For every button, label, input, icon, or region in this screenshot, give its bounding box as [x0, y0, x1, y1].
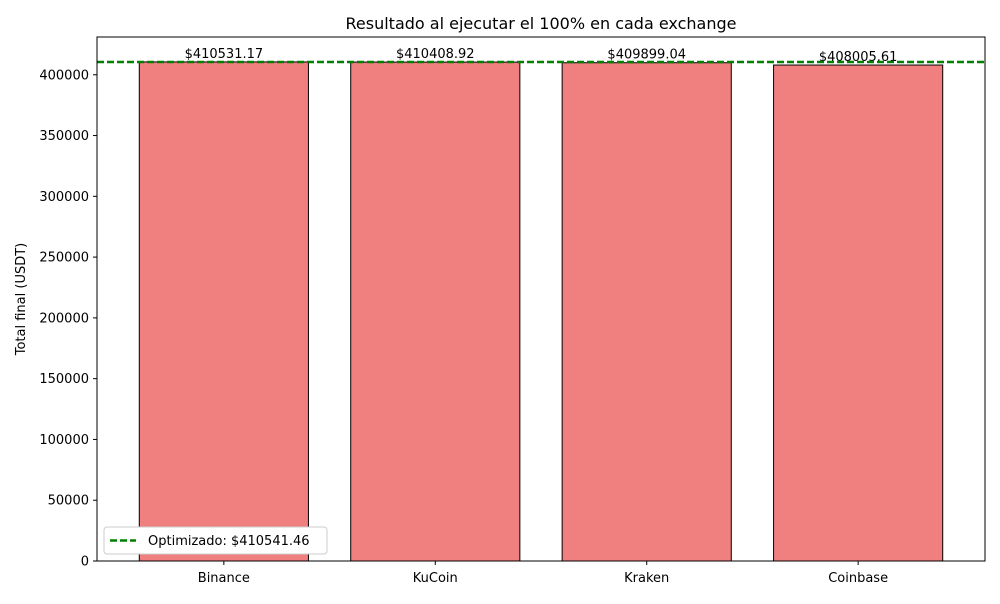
y-tick-label: 300000 [39, 190, 89, 205]
plot-frame [96, 36, 986, 562]
x-tick-label: Coinbase [828, 571, 888, 586]
x-tick-label: KuCoin [413, 571, 458, 586]
x-tick-label: Kraken [624, 571, 669, 586]
y-axis-ticks: 0 50000 100000 150000 200000 250000 300000 3500… [39, 68, 97, 570]
x-axis-ticks: Binance KuCoin Kraken Coinbase [198, 561, 888, 586]
y-tick-label: 400000 [39, 68, 89, 83]
legend-label: Optimizado: $410541.46 [148, 534, 310, 549]
y-tick-label: 350000 [39, 129, 89, 144]
bars-layer [138, 61, 944, 562]
y-tick-label: 150000 [39, 372, 89, 387]
y-tick-label: 200000 [39, 311, 89, 326]
y-tick-label: 100000 [39, 433, 89, 448]
bar-kraken [561, 62, 732, 562]
chart-title: Resultado al ejecutar el 100% en cada ex… [346, 14, 737, 33]
bar-kucoin [350, 61, 521, 562]
x-tick-label: Binance [198, 571, 250, 586]
y-tick-label: 50000 [48, 494, 89, 509]
bar-value-label: $410531.17 [185, 47, 264, 62]
bar-coinbase [773, 64, 944, 562]
legend: Optimizado: $410541.46 [103, 526, 328, 555]
bar-value-label: $410408.92 [396, 47, 475, 62]
y-axis-label: Total final (USDT) [14, 243, 29, 357]
y-tick-label: 0 [81, 555, 89, 570]
legend-box [103, 526, 328, 555]
bar-value-label: $409899.04 [607, 48, 686, 63]
y-tick-label: 250000 [39, 251, 89, 266]
bar-binance [138, 61, 309, 562]
